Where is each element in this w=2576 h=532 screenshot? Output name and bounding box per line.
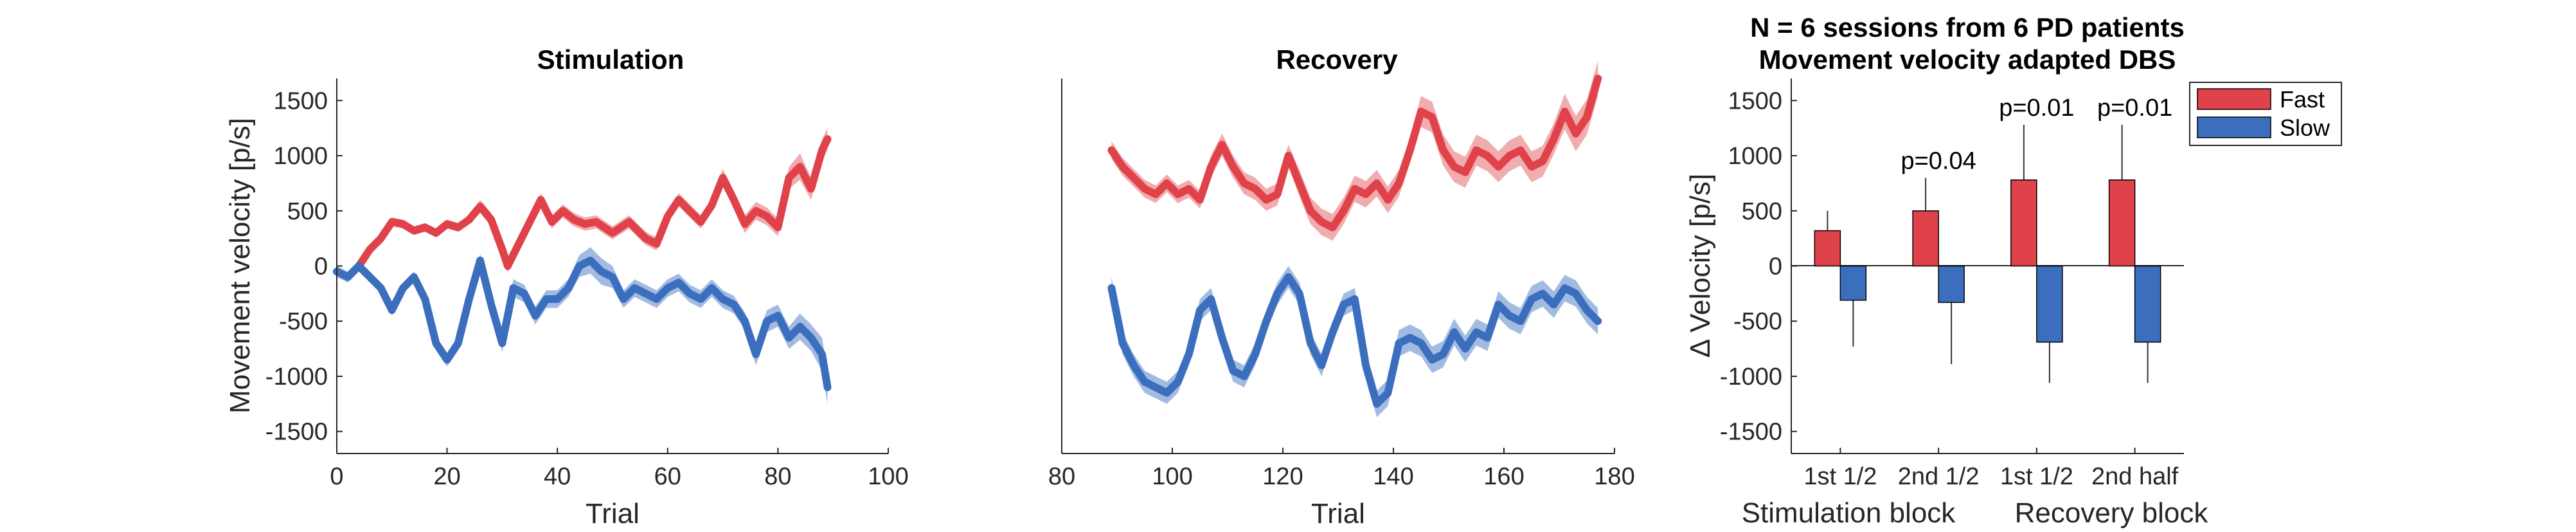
bar-title-line-1: N = 6 sessions from 6 PD patients	[1750, 12, 2185, 42]
stimulation-panel: Stimulation 0 20 40 60 80 100 -1500 -1000 -500 0…	[224, 44, 909, 529]
x-tick-label: 180	[1594, 463, 1634, 490]
y-tick-label: 1500	[1728, 87, 1782, 115]
recovery-fast-line-layer	[1107, 75, 1602, 232]
recovery-slow-line-layer	[1107, 273, 1602, 408]
x-tick-label: 160	[1483, 463, 1524, 490]
y-tick-label: 1500	[273, 87, 328, 115]
x-tick-label: 80	[764, 463, 791, 490]
stimulation-y-axis-label: Movement velocity [p/s]	[224, 118, 256, 414]
bar-error-bars	[1827, 125, 2149, 383]
bar-fast-3	[2108, 179, 2136, 267]
bar-slow-1	[1938, 265, 1965, 303]
y-tick-label: 0	[314, 253, 328, 280]
x-tick-label: 0	[330, 463, 343, 490]
recovery-x-axis-label: Trial	[1311, 498, 1365, 529]
recovery-title: Recovery	[1276, 44, 1398, 75]
category-tick-label: 2nd 1/2	[1898, 463, 1980, 490]
stimulation-slow-band-layer	[337, 247, 828, 404]
x-tick-label: 80	[1048, 463, 1075, 490]
legend: Fast Slow	[2189, 82, 2342, 146]
category-tick-label: 1st 1/2	[2000, 463, 2073, 490]
recovery-fast-mean-line	[1107, 75, 1602, 232]
category-tick-label: 2nd half	[2091, 463, 2179, 490]
y-tick-label: 500	[287, 198, 328, 225]
legend-slow-swatch	[2197, 116, 2271, 138]
stimulation-x-ticks: 0 20 40 60 80 100	[330, 448, 909, 490]
y-tick-label: -500	[1733, 308, 1782, 335]
y-tick-label: 500	[1742, 198, 1782, 225]
y-tick-label: -500	[279, 308, 328, 335]
recovery-panel: Recovery 80 100 120 140 160 180 Trial	[1048, 44, 1635, 529]
stimulation-fast-line-layer	[355, 135, 832, 270]
x-tick-label: 100	[1152, 463, 1192, 490]
bar-slow-2	[2036, 265, 2063, 343]
bar-fast-1	[1912, 210, 1939, 267]
bar-fast-0	[1814, 230, 1841, 267]
recovery-block-label: Recovery block	[2015, 497, 2209, 529]
legend-fast-label: Fast	[2280, 86, 2325, 113]
y-tick-label: -1000	[265, 363, 328, 390]
bar-y-ticks: -1500 -1000 -500 0 500 1000 1500	[1720, 87, 1797, 446]
x-tick-label: 100	[868, 463, 908, 490]
bar-x-ticks: 1st 1/2 2nd 1/2 1st 1/2 2nd half	[1803, 448, 2179, 490]
recovery-fast-band-layer	[1111, 60, 1598, 241]
recovery-slow-sem-band	[1111, 266, 1598, 417]
y-tick-label: 1000	[273, 143, 328, 170]
y-tick-label: -1500	[1720, 419, 1782, 446]
legend-fast-swatch	[2197, 88, 2271, 110]
x-tick-label: 120	[1262, 463, 1303, 490]
stimulation-title: Stimulation	[537, 44, 684, 75]
stimulation-fast-mean-line	[355, 135, 832, 270]
bar-title-line-2: Movement velocity adapted DBS	[1759, 44, 2176, 75]
stimulation-x-axis-label: Trial	[586, 498, 640, 529]
stimulation-slow-sem-band	[337, 247, 828, 404]
p-value-annotation: p=0.01	[1999, 95, 2074, 122]
p-value-annotation: p=0.01	[2097, 95, 2172, 122]
recovery-fast-sem-band	[1111, 60, 1598, 241]
stimulation-slow-line-layer	[333, 256, 832, 392]
stimulation-slow-mean-line	[333, 256, 832, 392]
recovery-slow-mean-line	[1107, 273, 1602, 408]
bar-slow-3	[2134, 265, 2161, 343]
bar-y-axis-label: Δ Velocity [p/s]	[1685, 174, 1716, 358]
y-tick-label: -1000	[1720, 363, 1782, 390]
x-tick-label: 20	[433, 463, 460, 490]
bar-marks	[1814, 179, 2161, 343]
category-tick-label: 1st 1/2	[1803, 463, 1877, 490]
y-tick-label: 1000	[1728, 143, 1782, 170]
stimulation-block-label: Stimulation block	[1742, 497, 1956, 529]
y-tick-label: 0	[1769, 253, 1782, 280]
bar-annotations: p=0.04 p=0.01 p=0.01	[1901, 95, 2172, 174]
bar-fast-2	[2010, 179, 2037, 267]
stimulation-y-ticks: -1500 -1000 -500 0 500 1000 1500	[265, 87, 343, 446]
delta-velocity-panel: N = 6 sessions from 6 PD patients Moveme…	[1685, 12, 2342, 529]
recovery-x-ticks: 80 100 120 140 160 180	[1048, 448, 1635, 490]
x-tick-label: 40	[544, 463, 571, 490]
p-value-annotation: p=0.04	[1901, 147, 1976, 174]
x-tick-label: 60	[654, 463, 681, 490]
x-tick-label: 140	[1373, 463, 1413, 490]
legend-slow-label: Slow	[2280, 115, 2330, 141]
bar-slow-0	[1839, 265, 1867, 301]
y-tick-label: -1500	[265, 419, 328, 446]
recovery-slow-band-layer	[1111, 266, 1598, 417]
